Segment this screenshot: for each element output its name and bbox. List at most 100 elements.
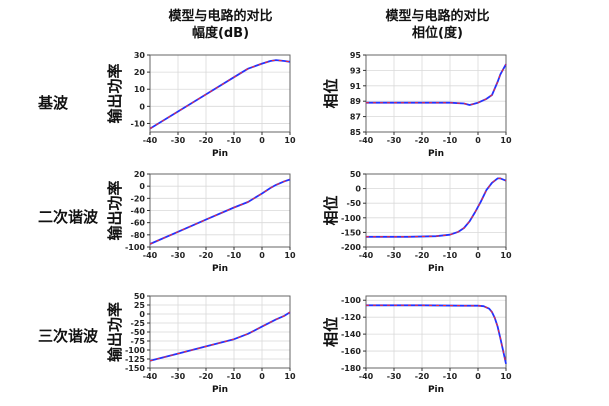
x-tick-label: -20	[199, 136, 214, 145]
x-axis-label: Pin	[428, 149, 444, 159]
y-tick-label: -50	[131, 328, 146, 337]
y-tick-label: 0	[139, 102, 145, 111]
series-line-circuit	[366, 177, 507, 238]
x-tick-label: -40	[359, 136, 374, 145]
x-tick-label: -30	[387, 136, 402, 145]
x-tick-label: 10	[500, 251, 512, 260]
y-tick-label: 30	[134, 51, 146, 60]
series-line-model	[366, 63, 507, 106]
y-tick-label: -180	[341, 364, 361, 373]
x-tick-label: 0	[475, 251, 481, 260]
series-line-circuit	[149, 59, 291, 130]
y-tick-label: -75	[131, 337, 146, 346]
left-subtitle: 幅度(dB)	[191, 26, 250, 41]
chart-amp-3rd-harmonic: -40 -30 -20 -10 0 10-150-125-100-75-50-250255…	[106, 292, 296, 395]
series-line-circuit	[366, 304, 507, 364]
x-tick-label: 10	[500, 372, 512, 381]
y-tick-label: -50	[347, 199, 362, 208]
y-tick-label: -60	[131, 219, 146, 228]
row-label-2nd-harmonic: 二次谐波	[38, 208, 99, 226]
y-tick-label: 89	[350, 97, 362, 106]
x-tick-label: 0	[259, 136, 265, 145]
x-axis-label: Pin	[428, 264, 444, 274]
y-axis-label: 输出功率	[106, 63, 124, 123]
x-tick-label: -40	[143, 251, 158, 260]
chart-phase-fundamental: -40 -30 -20 -10 0 10 85 87 89 91 93 95 Pin 相位	[322, 51, 512, 159]
x-tick-label: -20	[199, 251, 214, 260]
x-tick-label: -40	[359, 251, 374, 260]
y-tick-label: 20	[134, 170, 146, 179]
x-tick-label: 10	[500, 136, 512, 145]
left-column-title: 模型与电路的对比 幅度(dB)	[148, 8, 293, 42]
y-axis-label: 相位	[322, 78, 340, 108]
series-line-model	[149, 179, 291, 245]
y-tick-label: 95	[350, 51, 362, 60]
y-axis-label: 相位	[322, 195, 340, 225]
x-tick-label: -40	[143, 136, 158, 145]
x-tick-label: -10	[227, 251, 242, 260]
x-tick-label: -10	[227, 372, 242, 381]
x-tick-label: 10	[284, 372, 296, 381]
y-axis-label: 输出功率	[106, 302, 124, 362]
x-tick-label: 0	[259, 372, 265, 381]
row-label-fundamental: 基波	[38, 94, 69, 112]
y-tick-label: 93	[350, 66, 361, 75]
x-tick-label: -30	[387, 372, 402, 381]
y-tick-label: -100	[341, 296, 361, 305]
x-tick-label: 0	[475, 372, 481, 381]
y-tick-label: -40	[131, 207, 146, 216]
y-tick-label: -125	[125, 355, 145, 364]
right-column-title: 模型与电路的对比 相位(度)	[365, 8, 510, 42]
y-tick-label: -160	[341, 347, 361, 356]
right-title: 模型与电路的对比	[385, 9, 490, 24]
y-tick-label: 85	[350, 128, 362, 137]
y-tick-label: -150	[125, 364, 145, 373]
series-line-model	[366, 177, 507, 238]
y-tick-label: -100	[125, 243, 145, 252]
left-title: 模型与电路的对比	[168, 9, 273, 24]
y-tick-label: -20	[131, 194, 146, 203]
y-tick-label: 20	[134, 68, 146, 77]
y-tick-label: 0	[139, 182, 145, 191]
plot-frame	[365, 295, 507, 369]
x-tick-label: -30	[387, 251, 402, 260]
y-tick-label: -25	[131, 319, 146, 328]
x-axis-label: Pin	[212, 264, 228, 274]
x-tick-label: -10	[443, 251, 458, 260]
y-tick-label: 91	[350, 82, 362, 91]
y-tick-label: -140	[341, 330, 361, 339]
row-label-3rd-harmonic: 三次谐波	[38, 327, 99, 345]
y-tick-label: -80	[131, 231, 146, 240]
x-tick-label: -10	[443, 136, 458, 145]
plot-frame	[365, 173, 507, 248]
x-tick-label: -20	[199, 372, 214, 381]
x-tick-label: -20	[415, 136, 430, 145]
x-tick-label: -40	[359, 372, 374, 381]
x-tick-label: 10	[284, 136, 296, 145]
x-axis-label: Pin	[212, 385, 228, 395]
x-tick-label: 10	[284, 251, 296, 260]
x-tick-label: -30	[171, 372, 186, 381]
y-tick-label: 0	[355, 185, 361, 194]
y-tick-label: -100	[125, 346, 145, 355]
y-tick-label: 25	[134, 301, 146, 310]
y-tick-label: -10	[131, 119, 146, 128]
x-tick-label: -20	[415, 372, 430, 381]
x-axis-label: Pin	[212, 149, 228, 159]
y-tick-label: 0	[139, 310, 145, 319]
y-tick-label: 50	[350, 170, 362, 179]
series-line-model	[149, 311, 291, 362]
plot-frame	[149, 54, 291, 133]
right-subtitle: 相位(度)	[412, 26, 463, 41]
x-tick-label: 0	[259, 251, 265, 260]
y-tick-label: 50	[134, 292, 146, 301]
series-line-model	[149, 59, 291, 130]
chart-amp-2nd-harmonic: -40 -30 -20 -10 0 10-100-80-60-40-20020Pin输出功…	[106, 170, 296, 274]
x-tick-label: -30	[171, 251, 186, 260]
x-tick-label: -10	[443, 372, 458, 381]
x-tick-label: -10	[227, 136, 242, 145]
plot-frame	[365, 54, 507, 133]
